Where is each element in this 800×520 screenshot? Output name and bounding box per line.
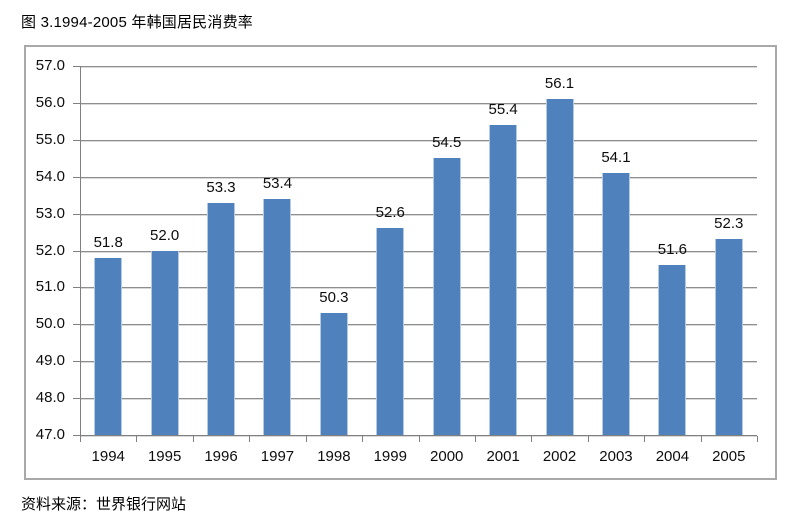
y-gridline <box>80 250 757 252</box>
y-axis-tick-label: 53.0 <box>35 204 65 222</box>
chart-frame: 57.0 56.0 55.0 54.0 53.0 52.0 51.0 50.0 49.0 48.0… <box>24 45 777 480</box>
y-gridline <box>80 361 757 363</box>
x-axis-category-label: 2003 <box>599 448 633 465</box>
bar-1995 <box>150 250 179 435</box>
x-axis-tick <box>192 436 194 442</box>
y-axis-tick-label: 50.0 <box>35 315 65 333</box>
x-axis-category-label: 1994 <box>91 448 125 465</box>
bar-1996 <box>207 202 236 435</box>
chart-title: 图 3.1994-2005 年韩国居民消费率 <box>21 14 253 31</box>
x-axis-tick <box>80 436 81 442</box>
bar-2004 <box>658 265 687 435</box>
bar-value-label: 56.1 <box>544 75 575 93</box>
bar-value-label: 52.0 <box>150 226 180 244</box>
x-axis-tick <box>587 436 589 442</box>
bar-1994 <box>94 257 123 435</box>
bar-2002 <box>545 99 574 435</box>
bar-1998 <box>319 313 348 435</box>
x-axis-category-label: 2000 <box>430 448 464 465</box>
x-axis-tick <box>305 436 307 442</box>
x-axis-line <box>80 435 757 436</box>
y-gridline <box>80 398 757 400</box>
bar-value-label: 54.5 <box>432 134 462 152</box>
y-axis-tick-label: 55.0 <box>35 130 65 148</box>
x-axis-category-label: 1996 <box>204 448 238 465</box>
y-axis-tick-label: 52.0 <box>35 241 65 259</box>
y-axis-tick-label: 56.0 <box>35 93 65 111</box>
bar-2001 <box>489 125 518 435</box>
y-gridline <box>80 324 757 326</box>
y-axis-tick <box>73 287 80 289</box>
y-axis-tick-label: 47.0 <box>35 426 65 443</box>
y-axis-tick-label: 57.0 <box>35 57 65 74</box>
y-axis-tick <box>73 139 80 141</box>
y-axis-tick-label: 49.0 <box>35 352 65 370</box>
y-axis-tick-label: 48.0 <box>35 389 65 407</box>
source-note: 资料来源：世界银行网站 <box>21 496 187 513</box>
x-axis-tick <box>531 436 533 442</box>
y-gridline <box>80 176 757 178</box>
bar-1999 <box>376 228 405 435</box>
y-axis-tick-label: 54.0 <box>35 167 65 185</box>
y-axis-tick <box>73 102 80 104</box>
x-axis-category-label: 2004 <box>655 448 690 465</box>
y-gridline <box>80 287 757 289</box>
x-axis-tick <box>700 436 702 442</box>
x-axis-tick <box>644 436 646 442</box>
bar-value-label: 55.4 <box>488 101 518 119</box>
y-gridline <box>80 102 757 104</box>
plot-area: 57.0 56.0 55.0 54.0 53.0 52.0 51.0 50.0 49.0 48.0… <box>26 47 775 478</box>
x-axis-tick <box>362 436 364 442</box>
x-axis-tick <box>474 436 476 442</box>
y-gridline <box>80 139 757 141</box>
bar-value-label: 51.8 <box>93 233 123 251</box>
bar-value-label: 53.3 <box>206 178 236 196</box>
y-axis-tick <box>73 435 80 436</box>
y-axis-tick <box>73 213 80 215</box>
x-axis-category-label: 2001 <box>486 448 520 465</box>
x-axis-tick <box>249 436 251 442</box>
y-gridline <box>80 66 757 67</box>
x-axis-category-label: 1998 <box>317 448 351 465</box>
bar-2005 <box>714 239 743 435</box>
bar-value-label: 52.3 <box>714 215 744 233</box>
y-axis-tick <box>73 361 80 363</box>
x-axis-tick <box>136 436 138 442</box>
bar-value-label: 52.6 <box>375 204 405 222</box>
x-axis-category-label: 2005 <box>712 448 746 465</box>
y-axis-tick <box>73 398 80 400</box>
y-axis-tick-label: 51.0 <box>35 278 65 296</box>
bar-value-label: 51.6 <box>657 241 687 259</box>
bar-value-label: 53.4 <box>262 174 293 192</box>
y-axis-tick <box>73 176 80 178</box>
x-axis-category-label: 1995 <box>147 448 182 465</box>
bar-value-label: 50.3 <box>319 289 349 307</box>
y-axis-line <box>80 66 81 436</box>
x-axis-category-label: 1997 <box>260 448 295 465</box>
x-axis-category-label: 1999 <box>373 448 407 465</box>
y-axis-tick <box>73 250 80 252</box>
bar-2003 <box>601 173 630 435</box>
bar-value-label: 54.1 <box>601 149 631 166</box>
x-axis-category-label: 2002 <box>542 448 577 465</box>
x-axis-tick <box>757 436 758 442</box>
y-axis-tick <box>73 66 80 67</box>
bar-1997 <box>263 198 292 435</box>
x-axis-tick <box>418 436 420 442</box>
y-axis-tick <box>73 324 80 326</box>
bar-2000 <box>432 158 461 435</box>
y-gridline <box>80 213 757 215</box>
